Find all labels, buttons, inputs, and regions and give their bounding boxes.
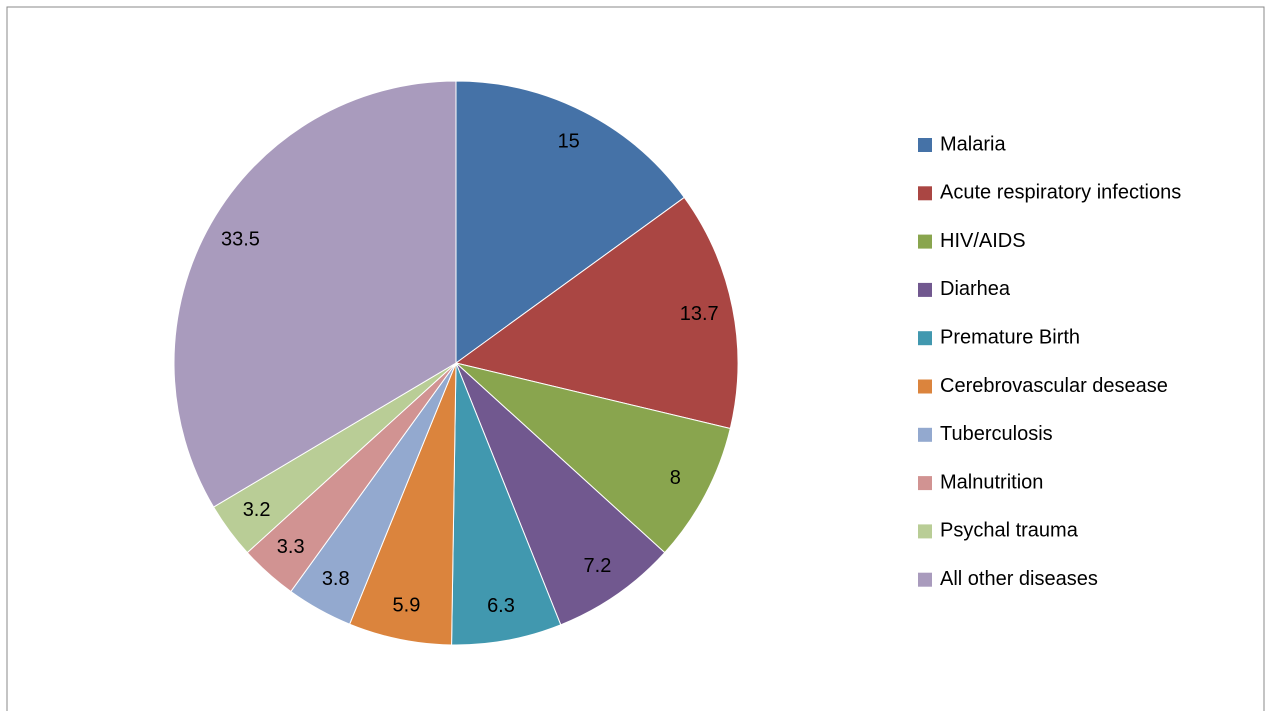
legend-swatch <box>918 331 932 346</box>
legend-label: Cerebrovascular desease <box>940 375 1168 397</box>
legend-swatch <box>918 572 932 587</box>
legend-swatch <box>918 379 932 394</box>
legend-label: HIV/AIDS <box>940 230 1026 252</box>
legend-swatch <box>918 427 932 442</box>
data-label: 15 <box>558 130 580 152</box>
legend-swatch <box>918 282 932 297</box>
legend-label: Malaria <box>940 133 1006 155</box>
legend-label: Psychal trauma <box>940 520 1079 542</box>
data-label: 5.9 <box>393 594 421 616</box>
pie-slice <box>173 80 457 508</box>
legend-label: Malnutrition <box>940 471 1043 493</box>
data-label: 3.3 <box>277 536 305 558</box>
pie-slice <box>455 362 731 554</box>
legend-label: Diarhea <box>940 278 1011 300</box>
legend-swatch <box>918 476 932 491</box>
data-label: 13.7 <box>680 303 719 325</box>
legend-swatch <box>918 234 932 249</box>
legend-label: Acute respiratory infections <box>940 182 1181 204</box>
pie-slice <box>455 80 685 364</box>
data-label: 33.5 <box>221 229 260 251</box>
legend-swatch <box>918 524 932 539</box>
legend-label: Premature Birth <box>940 326 1080 348</box>
data-label: 8 <box>670 467 681 489</box>
data-label: 6.3 <box>487 595 515 617</box>
legend-label: All other diseases <box>940 568 1098 590</box>
pie-slice <box>454 196 739 430</box>
legend-swatch <box>918 186 932 201</box>
data-label: 7.2 <box>584 555 612 577</box>
legend-swatch <box>918 138 932 152</box>
data-label: 3.2 <box>243 499 271 521</box>
pie-slice <box>455 362 666 626</box>
legend-label: Tuberculosis <box>940 423 1053 445</box>
data-label: 3.8 <box>322 568 350 590</box>
